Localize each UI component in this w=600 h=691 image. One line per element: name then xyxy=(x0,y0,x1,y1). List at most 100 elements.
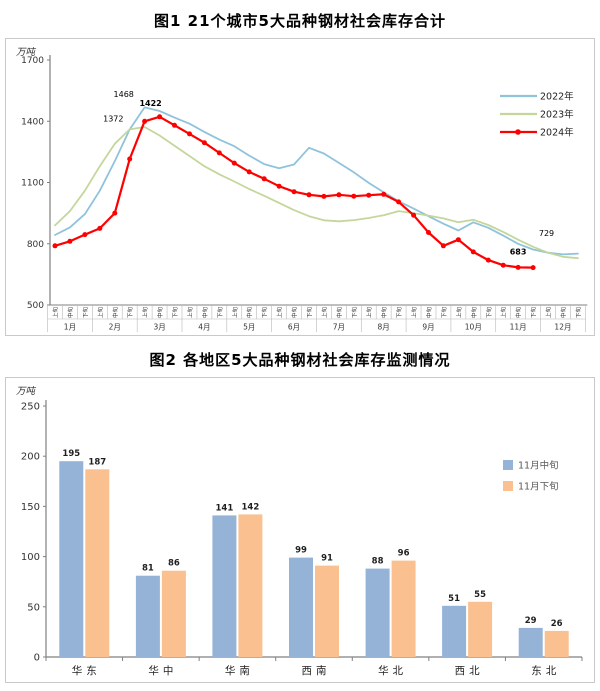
svg-text:下旬: 下旬 xyxy=(350,306,358,318)
svg-text:西南: 西南 xyxy=(302,664,331,677)
bars-11月下旬: 187 86 142 91 96 55 26 xyxy=(85,457,569,657)
svg-text:81: 81 xyxy=(142,564,154,574)
x-axis: 华东 华中 华南 西南 华北 西北 东北 xyxy=(45,656,583,677)
svg-text:中旬: 中旬 xyxy=(111,306,119,318)
svg-text:上旬: 上旬 xyxy=(52,306,60,318)
svg-text:187: 187 xyxy=(88,457,106,467)
svg-text:华北: 华北 xyxy=(378,664,407,677)
y-axis: 0 50 100 150 200 250 xyxy=(21,400,47,664)
svg-text:683: 683 xyxy=(510,247,527,256)
svg-text:26: 26 xyxy=(551,619,563,629)
svg-text:1468: 1468 xyxy=(114,90,134,99)
svg-text:29: 29 xyxy=(525,616,537,626)
svg-text:下旬: 下旬 xyxy=(305,306,313,318)
x-axis: 上旬 中旬 下旬 上旬 中旬 下旬 上旬 中旬 下旬 上旬 中旬 下旬 上旬 中旬 下旬 上旬 中旬 下旬 上旬 中旬… xyxy=(47,304,588,332)
svg-text:9月: 9月 xyxy=(422,323,434,332)
svg-text:上旬: 上旬 xyxy=(320,306,328,318)
svg-text:5月: 5月 xyxy=(243,323,255,332)
svg-text:中旬: 中旬 xyxy=(201,306,209,318)
svg-text:华南: 华南 xyxy=(225,664,254,677)
svg-text:1372: 1372 xyxy=(103,115,123,124)
svg-text:4月: 4月 xyxy=(198,323,210,332)
svg-text:中旬: 中旬 xyxy=(335,306,343,318)
svg-text:2022年: 2022年 xyxy=(540,91,574,103)
svg-text:55: 55 xyxy=(474,590,486,600)
svg-text:上旬: 上旬 xyxy=(231,306,239,318)
svg-text:2023年: 2023年 xyxy=(540,109,574,121)
svg-text:下旬: 下旬 xyxy=(126,306,134,318)
svg-text:中旬: 中旬 xyxy=(470,306,478,318)
svg-text:下旬: 下旬 xyxy=(261,306,269,318)
svg-text:96: 96 xyxy=(398,549,410,559)
y-axis: 500 800 1100 1400 1700 xyxy=(21,55,51,311)
svg-text:上旬: 上旬 xyxy=(455,306,463,318)
svg-text:中旬: 中旬 xyxy=(425,306,433,318)
svg-text:华中: 华中 xyxy=(148,664,177,677)
svg-text:150: 150 xyxy=(21,502,40,513)
svg-text:10月: 10月 xyxy=(465,323,482,332)
figure1-unit-label: 万吨 xyxy=(16,47,36,58)
svg-text:51: 51 xyxy=(448,594,460,604)
bars-11月中旬: 195 81 141 99 88 51 29 xyxy=(59,449,543,657)
svg-text:中旬: 中旬 xyxy=(380,306,388,318)
svg-text:2月: 2月 xyxy=(109,323,121,332)
svg-text:中旬: 中旬 xyxy=(66,306,74,318)
data-labels: 1468 1422 1372 683 729 xyxy=(103,90,554,257)
svg-text:1100: 1100 xyxy=(21,179,44,189)
svg-text:上旬: 上旬 xyxy=(96,306,104,318)
svg-text:3月: 3月 xyxy=(153,323,165,332)
figure2-chart-area: 万吨 0 50 100 150 200 250 华东 华中 华南 西南 华北 西北 东北 195 81 141… xyxy=(5,377,595,683)
svg-text:200: 200 xyxy=(21,452,40,463)
legend: 11月中旬 11月下旬 xyxy=(503,460,559,493)
svg-text:中旬: 中旬 xyxy=(515,306,523,318)
legend: 2022年 2023年 2024年 xyxy=(500,91,574,139)
svg-text:7月: 7月 xyxy=(333,323,345,332)
svg-text:上旬: 上旬 xyxy=(410,306,418,318)
svg-text:1月: 1月 xyxy=(64,323,76,332)
svg-text:0: 0 xyxy=(34,653,40,664)
svg-text:中旬: 中旬 xyxy=(291,306,299,318)
svg-text:中旬: 中旬 xyxy=(156,306,164,318)
svg-text:华东: 华东 xyxy=(72,664,101,677)
figure1-chart-area: 万吨 500 800 1100 1400 1700 上旬 中旬 下旬 上旬 中旬 下旬 上旬 中旬 下旬上… xyxy=(5,38,595,336)
svg-text:上旬: 上旬 xyxy=(186,306,194,318)
figure2-unit-label: 万吨 xyxy=(16,386,36,397)
series-2022年 xyxy=(54,106,579,256)
svg-text:下旬: 下旬 xyxy=(216,306,224,318)
svg-text:1400: 1400 xyxy=(21,117,44,127)
svg-text:141: 141 xyxy=(216,503,234,513)
svg-text:99: 99 xyxy=(295,546,307,556)
svg-text:下旬: 下旬 xyxy=(440,306,448,318)
svg-text:上旬: 上旬 xyxy=(545,306,553,318)
svg-text:11月下旬: 11月下旬 xyxy=(518,481,559,493)
svg-text:142: 142 xyxy=(242,502,260,512)
svg-text:下旬: 下旬 xyxy=(171,306,179,318)
series-2024年 xyxy=(52,114,536,271)
svg-text:上旬: 上旬 xyxy=(500,306,508,318)
svg-text:中旬: 中旬 xyxy=(559,306,567,318)
figure2-bar-chart: 0 50 100 150 200 250 华东 华中 华南 西南 华北 西北 东北 195 81 141 99 8… xyxy=(21,400,583,677)
svg-text:西北: 西北 xyxy=(455,665,484,677)
svg-text:500: 500 xyxy=(27,301,44,311)
svg-text:800: 800 xyxy=(27,240,44,250)
svg-text:250: 250 xyxy=(21,402,40,413)
svg-text:86: 86 xyxy=(168,559,180,569)
svg-text:1700: 1700 xyxy=(21,56,44,66)
svg-text:11月: 11月 xyxy=(510,323,527,332)
svg-text:中旬: 中旬 xyxy=(246,306,254,318)
svg-text:上旬: 上旬 xyxy=(365,306,373,318)
svg-text:729: 729 xyxy=(539,229,554,238)
svg-text:100: 100 xyxy=(21,552,40,563)
svg-text:91: 91 xyxy=(321,554,333,564)
svg-text:12月: 12月 xyxy=(554,323,571,332)
svg-text:下旬: 下旬 xyxy=(395,306,403,318)
svg-text:上旬: 上旬 xyxy=(276,306,284,318)
svg-text:6月: 6月 xyxy=(288,323,300,332)
svg-text:下旬: 下旬 xyxy=(81,306,89,318)
svg-text:下旬: 下旬 xyxy=(485,306,493,318)
svg-text:50: 50 xyxy=(27,602,40,613)
svg-text:8月: 8月 xyxy=(378,323,390,332)
svg-text:11月中旬: 11月中旬 xyxy=(518,460,559,472)
